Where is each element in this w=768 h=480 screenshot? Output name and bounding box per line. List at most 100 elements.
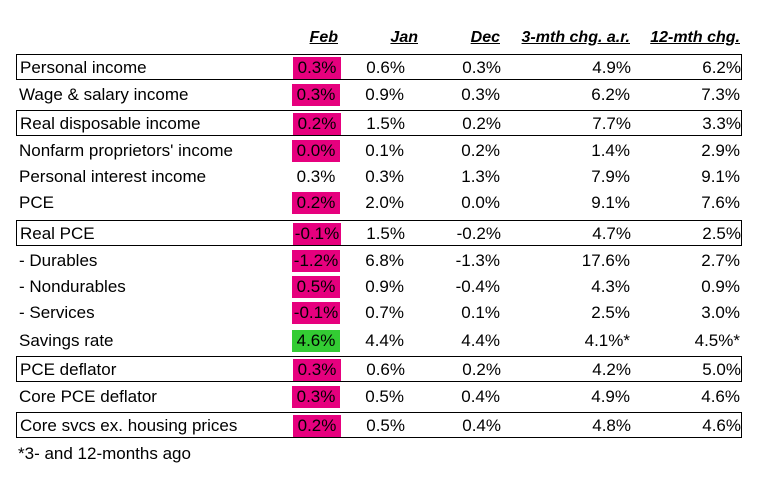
3mth-chg-value: 2.5% [591, 303, 630, 322]
jan-value: 0.3% [365, 167, 404, 186]
jan-value: 0.7% [365, 303, 404, 322]
3mth-chg-value: 4.3% [591, 277, 630, 296]
table-row: Wage & salary income 0.3% 0.9% 0.3% 6.2% 7.3% [16, 82, 742, 108]
12mth-chg-value: 3.3% [702, 114, 741, 133]
jan-value: 2.0% [365, 193, 404, 212]
12mth-chg-value: 4.5%* [694, 331, 740, 350]
3mth-chg-value: 4.7% [592, 224, 631, 243]
jan-value: 0.9% [365, 277, 404, 296]
jan-value: 4.4% [365, 331, 404, 350]
feb-value: 0.2% [293, 415, 341, 437]
12mth-chg-value: 9.1% [701, 167, 740, 186]
jan-value: 1.5% [366, 114, 405, 133]
jan-value: 0.5% [365, 387, 404, 406]
12mth-chg-value: 2.7% [701, 251, 740, 270]
row-label: Core PCE deflator [19, 387, 157, 406]
feb-value: -0.1% [292, 302, 340, 324]
table-row: Real disposable income 0.2% 1.5% 0.2% 7.7% 3.… [16, 110, 742, 136]
row-label: Wage & salary income [19, 85, 189, 104]
12mth-chg-value: 5.0% [702, 360, 741, 379]
header-feb: Feb [309, 29, 338, 46]
header-jan: Jan [390, 29, 418, 46]
dec-value: 0.1% [461, 303, 500, 322]
3mth-chg-value: 7.9% [591, 167, 630, 186]
header-12mth-chg: 12-mth chg. [650, 29, 740, 46]
dec-value: 0.2% [462, 114, 501, 133]
row-label: Savings rate [19, 331, 114, 350]
feb-value: 0.3% [296, 167, 336, 186]
3mth-chg-value: 9.1% [591, 193, 630, 212]
jan-value: 6.8% [365, 251, 404, 270]
row-label: Personal interest income [19, 167, 207, 186]
feb-value: -0.1% [293, 223, 341, 245]
3mth-chg-value: 4.8% [592, 416, 631, 435]
table-row: - Services -0.1% 0.7% 0.1% 2.5% 3.0% [16, 300, 742, 326]
jan-value: 0.6% [366, 360, 405, 379]
12mth-chg-value: 7.3% [701, 85, 740, 104]
12mth-chg-value: 2.9% [701, 141, 740, 160]
feb-value: 0.0% [292, 140, 340, 162]
feb-value: 4.6% [292, 330, 340, 352]
header-3mth-chg: 3-mth chg. a.r. [521, 29, 630, 46]
table-row: Personal income 0.3% 0.6% 0.3% 4.9% 6.2% [16, 54, 742, 80]
table-row: Real PCE -0.1% 1.5% -0.2% 4.7% 2.5% [16, 220, 742, 246]
12mth-chg-value: 7.6% [701, 193, 740, 212]
row-label: Real disposable income [20, 114, 201, 133]
3mth-chg-value: 7.7% [592, 114, 631, 133]
row-label: - Services [19, 303, 95, 322]
jan-value: 0.9% [365, 85, 404, 104]
table-row: Savings rate 4.6% 4.4% 4.4% 4.1%* 4.5%* [16, 328, 742, 354]
12mth-chg-value: 3.0% [701, 303, 740, 322]
row-label: Real PCE [20, 224, 95, 243]
jan-value: 0.5% [366, 416, 405, 435]
dec-value: -0.4% [455, 277, 500, 296]
feb-value: 0.3% [293, 359, 341, 381]
12mth-chg-value: 2.5% [702, 224, 741, 243]
3mth-chg-value: 4.2% [592, 360, 631, 379]
table-row: Core PCE deflator 0.3% 0.5% 0.4% 4.9% 4.6% [16, 384, 742, 410]
feb-value: 0.3% [293, 57, 341, 79]
dec-value: 0.3% [461, 85, 500, 104]
jan-value: 0.1% [365, 141, 404, 160]
table-row: Core svcs ex. housing prices 0.2% 0.5% 0.4%… [16, 412, 742, 438]
feb-value: 0.2% [293, 113, 341, 135]
dec-value: 0.2% [461, 141, 500, 160]
row-label: PCE [19, 193, 54, 212]
12mth-chg-value: 4.6% [701, 387, 740, 406]
jan-value: 0.6% [366, 58, 405, 77]
feb-value: 0.5% [292, 276, 340, 298]
dec-value: 0.4% [462, 416, 501, 435]
3mth-chg-value: 4.9% [591, 387, 630, 406]
table-row: Nonfarm proprietors' income 0.0% 0.1% 0.2% 1… [16, 138, 742, 164]
dec-value: -0.2% [456, 224, 501, 243]
table-row: PCE deflator 0.3% 0.6% 0.2% 4.2% 5.0% [16, 356, 742, 382]
row-label: PCE deflator [20, 360, 117, 379]
table-row: Personal interest income 0.3% 0.3% 1.3% 7.9%… [16, 164, 742, 190]
table-row: - Durables -1.2% 6.8% -1.3% 17.6% 2.7% [16, 248, 742, 274]
footnote: *3- and 12-months ago [18, 444, 191, 463]
dec-value: -1.3% [455, 251, 500, 270]
3mth-chg-value: 6.2% [591, 85, 630, 104]
row-label: - Durables [19, 251, 98, 270]
dec-value: 0.0% [461, 193, 500, 212]
3mth-chg-value: 4.9% [592, 58, 631, 77]
dec-value: 0.2% [462, 360, 501, 379]
row-label: - Nondurables [19, 277, 126, 296]
3mth-chg-value: 17.6% [581, 251, 630, 270]
feb-value: 0.2% [292, 192, 340, 214]
12mth-chg-value: 6.2% [702, 58, 741, 77]
table-row: PCE 0.2% 2.0% 0.0% 9.1% 7.6% [16, 190, 742, 216]
dec-value: 0.3% [462, 58, 501, 77]
3mth-chg-value: 1.4% [591, 141, 630, 160]
row-label: Core svcs ex. housing prices [20, 416, 238, 435]
jan-value: 1.5% [366, 224, 405, 243]
table-row: - Nondurables 0.5% 0.9% -0.4% 4.3% 0.9% [16, 274, 742, 300]
12mth-chg-value: 4.6% [702, 416, 741, 435]
dec-value: 0.4% [461, 387, 500, 406]
feb-value: -1.2% [292, 250, 340, 272]
header-dec: Dec [470, 29, 500, 46]
dec-value: 1.3% [461, 167, 500, 186]
row-label: Nonfarm proprietors' income [19, 141, 233, 160]
feb-value: 0.3% [292, 84, 340, 106]
3mth-chg-value: 4.1%* [584, 331, 630, 350]
